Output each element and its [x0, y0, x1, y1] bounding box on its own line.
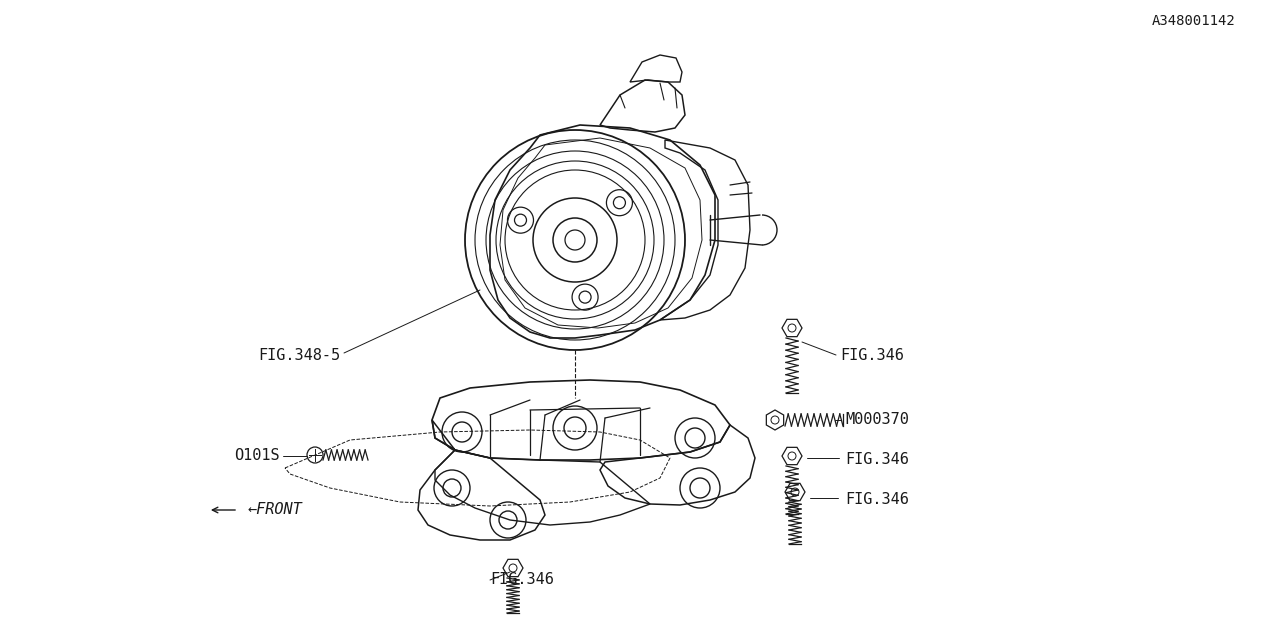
Text: M000370: M000370 [845, 413, 909, 428]
Text: FIG.346: FIG.346 [845, 493, 909, 508]
Text: FIG.348-5: FIG.348-5 [257, 348, 340, 362]
Text: FIG.346: FIG.346 [845, 452, 909, 467]
Text: O101S: O101S [234, 447, 280, 463]
Text: ←FRONT: ←FRONT [248, 502, 303, 518]
Circle shape [564, 230, 585, 250]
Text: A348001142: A348001142 [1151, 14, 1235, 28]
Text: FIG.346: FIG.346 [840, 348, 904, 362]
Text: FIG.346: FIG.346 [490, 573, 554, 588]
